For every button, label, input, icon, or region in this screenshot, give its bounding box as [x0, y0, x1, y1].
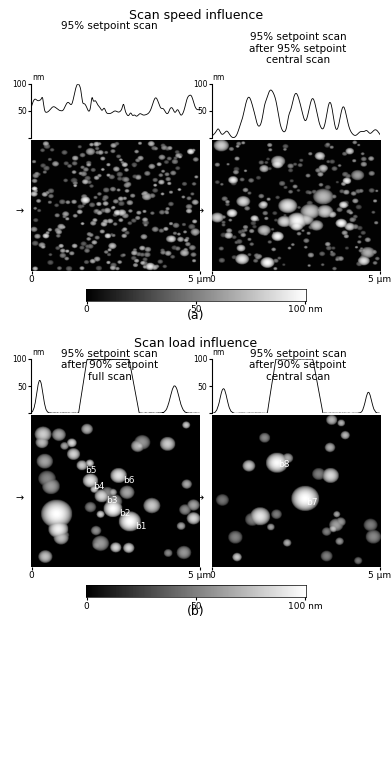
- Text: (a): (a): [187, 309, 205, 321]
- Text: →: →: [15, 493, 24, 504]
- Text: (b): (b): [187, 605, 205, 618]
- Text: →: →: [196, 207, 204, 217]
- Text: b3: b3: [106, 496, 118, 505]
- Text: b6: b6: [123, 476, 135, 485]
- Text: b1: b1: [136, 522, 147, 531]
- Text: b4: b4: [93, 482, 105, 491]
- Text: b5: b5: [85, 467, 96, 476]
- Text: nm: nm: [212, 348, 225, 357]
- Text: 95% setpoint scan
after 95% setpoint
central scan: 95% setpoint scan after 95% setpoint cen…: [249, 32, 347, 65]
- Text: 95% setpoint scan: 95% setpoint scan: [62, 21, 158, 31]
- Text: nm: nm: [212, 73, 225, 82]
- Text: b2: b2: [119, 508, 130, 518]
- Text: nm: nm: [32, 73, 44, 82]
- Text: →: →: [15, 207, 24, 217]
- Text: b7: b7: [307, 498, 318, 507]
- Text: Scan speed influence: Scan speed influence: [129, 9, 263, 22]
- Text: Scan load influence: Scan load influence: [134, 337, 258, 350]
- Text: nm: nm: [32, 348, 44, 357]
- Text: 95% setpoint scan
after 90% setpoint
central scan: 95% setpoint scan after 90% setpoint cen…: [249, 349, 347, 382]
- Text: 95% setpoint scan
after 90% setpoint
full scan: 95% setpoint scan after 90% setpoint ful…: [61, 349, 158, 382]
- Text: →: →: [196, 493, 204, 504]
- Text: b8: b8: [278, 461, 290, 470]
